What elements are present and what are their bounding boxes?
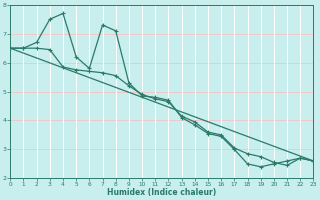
- X-axis label: Humidex (Indice chaleur): Humidex (Indice chaleur): [107, 188, 217, 197]
